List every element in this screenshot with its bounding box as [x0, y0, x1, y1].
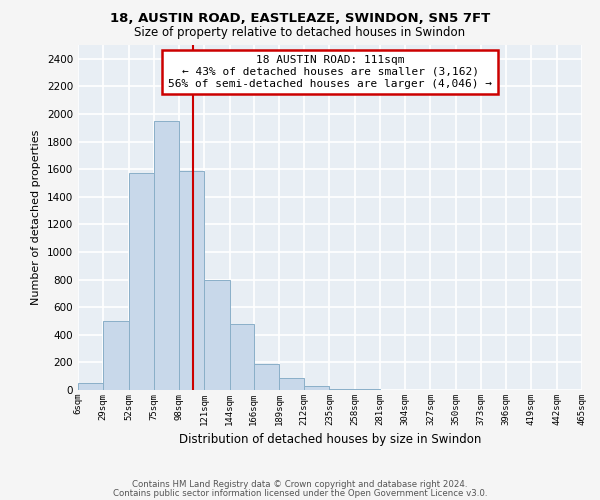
Text: 18 AUSTIN ROAD: 111sqm
← 43% of detached houses are smaller (3,162)
56% of semi-: 18 AUSTIN ROAD: 111sqm ← 43% of detached… — [168, 56, 492, 88]
Bar — [329, 388, 355, 390]
Bar — [204, 280, 230, 390]
X-axis label: Distribution of detached houses by size in Swindon: Distribution of detached houses by size … — [179, 434, 481, 446]
Y-axis label: Number of detached properties: Number of detached properties — [31, 130, 41, 305]
Bar — [179, 170, 204, 390]
Bar — [154, 121, 179, 390]
Bar — [279, 378, 304, 390]
Bar — [103, 321, 128, 390]
Text: 18, AUSTIN ROAD, EASTLEAZE, SWINDON, SN5 7FT: 18, AUSTIN ROAD, EASTLEAZE, SWINDON, SN5… — [110, 12, 490, 26]
Bar — [128, 174, 154, 390]
Bar — [78, 383, 103, 390]
Text: Size of property relative to detached houses in Swindon: Size of property relative to detached ho… — [134, 26, 466, 39]
Text: Contains HM Land Registry data © Crown copyright and database right 2024.: Contains HM Land Registry data © Crown c… — [132, 480, 468, 489]
Text: Contains public sector information licensed under the Open Government Licence v3: Contains public sector information licen… — [113, 488, 487, 498]
Bar — [304, 386, 329, 390]
Bar — [254, 364, 279, 390]
Bar — [230, 324, 254, 390]
